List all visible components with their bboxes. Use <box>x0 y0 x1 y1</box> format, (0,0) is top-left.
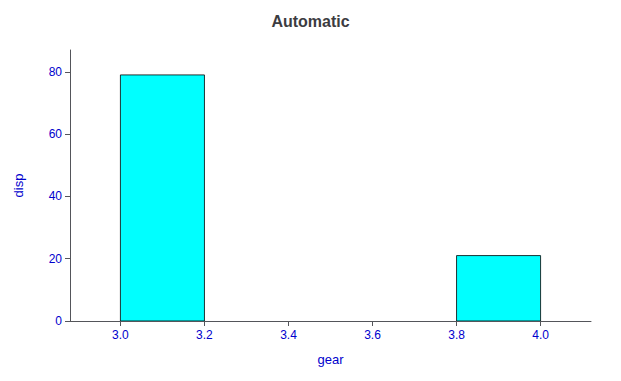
svg-text:3.2: 3.2 <box>196 328 213 342</box>
svg-text:3.6: 3.6 <box>364 328 381 342</box>
svg-text:4.0: 4.0 <box>532 328 549 342</box>
svg-text:3.4: 3.4 <box>280 328 297 342</box>
svg-text:3.0: 3.0 <box>112 328 129 342</box>
svg-text:Automatic: Automatic <box>271 13 349 30</box>
svg-text:80: 80 <box>49 65 63 79</box>
svg-text:0: 0 <box>55 314 62 328</box>
svg-text:40: 40 <box>49 189 63 203</box>
svg-text:gear: gear <box>317 352 344 367</box>
svg-text:3.8: 3.8 <box>448 328 465 342</box>
svg-text:60: 60 <box>49 127 63 141</box>
svg-text:20: 20 <box>49 252 63 266</box>
svg-text:disp: disp <box>11 174 26 198</box>
